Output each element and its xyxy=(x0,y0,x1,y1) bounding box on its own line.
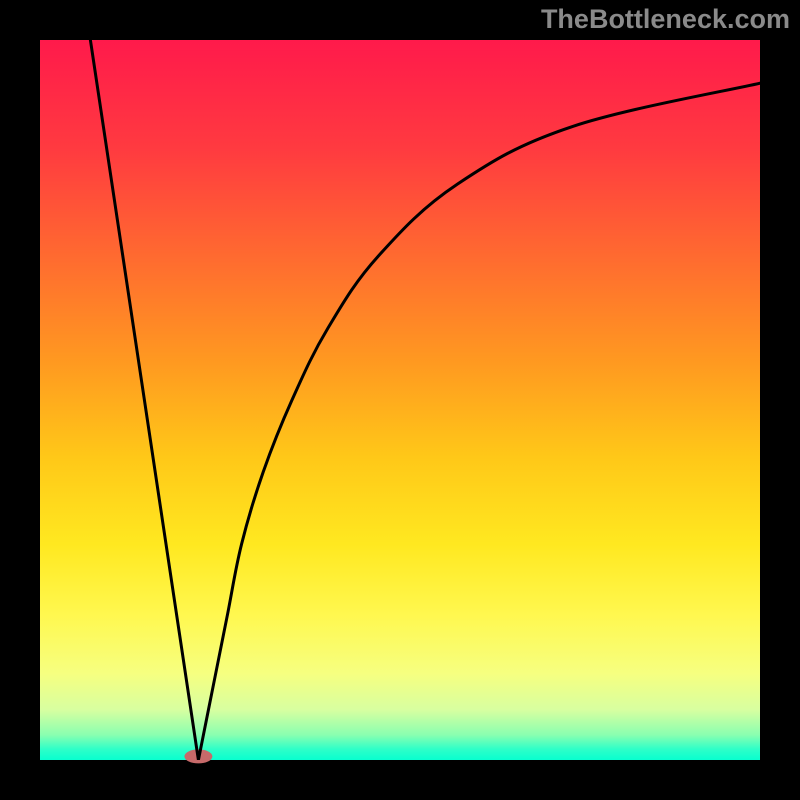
watermark-text: TheBottleneck.com xyxy=(541,4,790,35)
gradient-background xyxy=(40,40,760,760)
bottleneck-chart xyxy=(0,0,800,800)
